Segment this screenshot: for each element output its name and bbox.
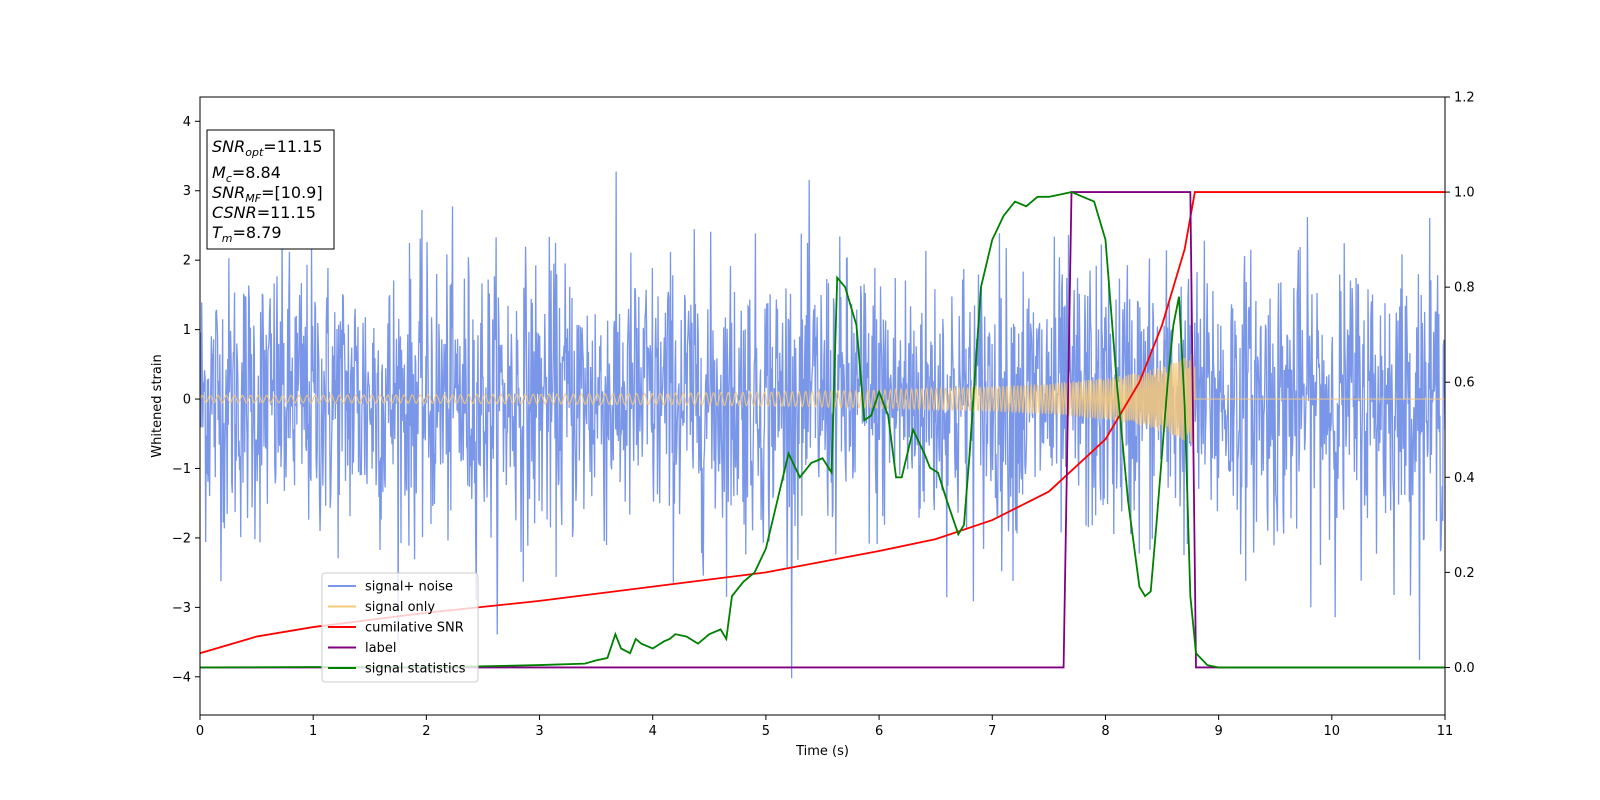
x-tick-label: 2: [422, 724, 430, 739]
y-tick-label: −3: [172, 601, 191, 616]
y-tick-label: 0: [183, 393, 191, 408]
parameter-annotation-box: SNRopt=11.15 Mc=8.84SNRMF=[10.9]CSNR=11.1…: [206, 129, 335, 250]
legend-entry: signal statistics: [365, 662, 466, 677]
y2-tick-label: 1.2: [1454, 91, 1475, 106]
y2-tick-label: 0.2: [1454, 566, 1475, 581]
y-axis-right: 0.0 0.2 0.4 0.6 0.8 1.0 1.2: [1445, 91, 1475, 676]
y2-tick-label: 1.0: [1454, 186, 1475, 201]
y-axis-left: −4 −3 −2 −1 0 1 2 3 4: [172, 115, 200, 685]
annotation-line: CSNR=11.15: [212, 203, 316, 222]
y-tick-label: 1: [183, 323, 191, 338]
x-tick-label: 0: [196, 724, 204, 739]
x-tick-label: 6: [875, 724, 883, 739]
legend-frame: [321, 572, 479, 683]
y-tick-label: −1: [172, 462, 191, 477]
x-tick-label: 8: [1101, 724, 1109, 739]
x-tick-label: 10: [1324, 724, 1341, 739]
x-tick-label: 1: [309, 724, 317, 739]
annotation-line: SNRMF=[10.9]: [212, 183, 323, 205]
x-axis-label: Time (s): [795, 744, 849, 759]
y-tick-label: 2: [183, 254, 191, 269]
annotation-line: Mc=8.84: [212, 163, 281, 185]
legend-entry: signal only: [365, 600, 435, 615]
annotation-line: Tm=8.79: [212, 223, 282, 245]
x-tick-label: 7: [988, 724, 996, 739]
x-tick-label: 4: [649, 724, 657, 739]
x-tick-label: 9: [1214, 724, 1222, 739]
y2-tick-label: 0.4: [1454, 471, 1475, 486]
axes-frame: [199, 96, 1446, 716]
legend-entry: cumilative SNR: [365, 621, 464, 636]
y2-tick-label: 0.0: [1454, 661, 1475, 676]
y2-tick-label: 0.6: [1454, 376, 1475, 391]
x-tick-label: 5: [762, 724, 770, 739]
y-axis-label: Whitened strain: [150, 354, 165, 457]
legend: signal+ noise signal only cumilative SNR la…: [321, 572, 479, 683]
legend-entry: signal+ noise: [365, 580, 453, 595]
y-tick-label: −2: [172, 531, 191, 546]
x-tick-label: 11: [1437, 724, 1454, 739]
x-tick-label: 3: [535, 724, 543, 739]
y2-tick-label: 0.8: [1454, 281, 1475, 296]
annotation-box-frame: [206, 129, 335, 250]
series-signal-only-line: [200, 353, 1445, 445]
annotation-line: SNRopt=11.15: [212, 137, 323, 159]
y-tick-label: 3: [183, 184, 191, 199]
x-axis: 0 1 2 3 4 5 6 7 8 9 10 11: [196, 715, 1453, 739]
legend-entry: label: [365, 641, 396, 656]
y-tick-label: −4: [172, 670, 191, 685]
y-tick-label: 4: [183, 115, 191, 130]
series-signal-statistics-line: [200, 191, 1445, 669]
